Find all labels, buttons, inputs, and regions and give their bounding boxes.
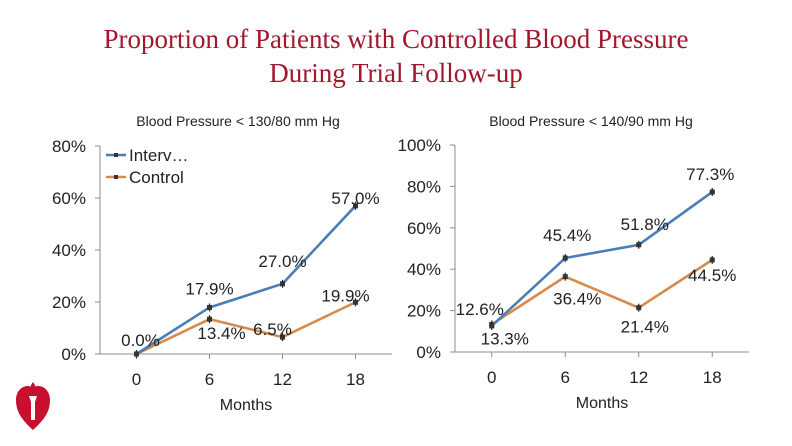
- legend-control-marker: [114, 175, 118, 179]
- right-y-tick-label: 80%: [407, 177, 441, 196]
- left-y-tick-label: 80%: [52, 137, 86, 156]
- right-y-tick-label: 0%: [416, 343, 441, 362]
- left-y-tick-label: 40%: [52, 241, 86, 260]
- right-chart-title: Blood Pressure < 140/90 mm Hg: [489, 113, 693, 129]
- right-x-axis-label: Months: [576, 395, 628, 412]
- left-chart-title: Blood Pressure < 130/80 mm Hg: [136, 113, 340, 129]
- legend-intervention-marker: [114, 153, 118, 157]
- left-control-point: [353, 299, 358, 305]
- right-control-data-label: 36.4%: [553, 290, 601, 309]
- right-intervention-point: [489, 323, 495, 329]
- left-intervention-data-label: 0.0%: [121, 331, 160, 350]
- left-x-axis-label: Months: [220, 397, 272, 414]
- left-intervention-point: [353, 203, 358, 209]
- left-control-point: [280, 334, 285, 340]
- right-y-tick-label: 60%: [407, 219, 441, 238]
- right-y-tick-label: 40%: [407, 260, 441, 279]
- left-y-tick-label: 0%: [61, 345, 86, 364]
- slide-title: Proportion of Patients with Controlled B…: [0, 22, 792, 90]
- right-control-point: [636, 305, 642, 311]
- left-y-tick-label: 20%: [52, 293, 86, 312]
- left-control-data-label: 19.9%: [321, 286, 369, 305]
- left-x-tick-label: 18: [346, 370, 365, 389]
- left-intervention-data-label: 17.9%: [185, 279, 233, 298]
- slide-title-line-1: Proportion of Patients with Controlled B…: [103, 24, 689, 54]
- right-intervention-data-label: 51.8%: [621, 215, 669, 234]
- left-control-data-label: 6.5%: [253, 320, 292, 339]
- right-y-tick-label: 20%: [407, 302, 441, 321]
- right-intervention-point: [562, 255, 568, 261]
- left-intervention-line: [135, 204, 357, 356]
- left-intervention-data-label: 57.0%: [331, 189, 379, 208]
- left-intervention-point: [280, 281, 285, 287]
- right-control-data-label: 13.3%: [481, 329, 529, 348]
- left-x-tick-label: 6: [205, 370, 214, 389]
- left-control-line: [135, 301, 357, 356]
- left-x-tick-label: 12: [273, 370, 292, 389]
- right-control-data-label: 44.5%: [688, 266, 736, 285]
- slide-title-line-2: During Trial Follow-up: [269, 58, 523, 88]
- right-intervention-data-label: 77.3%: [686, 165, 734, 184]
- right-intervention-point: [636, 242, 642, 248]
- left-intervention-point: [134, 351, 139, 357]
- left-intervention-data-label: 27.0%: [258, 252, 306, 271]
- right-x-tick-label: 12: [629, 368, 648, 387]
- left-control-data-label: 13.4%: [197, 324, 245, 343]
- left-x-tick-label: 0: [132, 370, 141, 389]
- left-intervention-point: [207, 304, 212, 310]
- right-control-point: [562, 274, 568, 280]
- right-intervention-line: [490, 190, 714, 327]
- right-control-point: [709, 257, 715, 263]
- right-control-line: [491, 258, 713, 326]
- legend-intervention-label: Interv…: [129, 146, 189, 165]
- left-y-tick-label: 60%: [52, 189, 86, 208]
- right-x-tick-label: 0: [487, 368, 496, 387]
- right-intervention-data-label: 45.4%: [543, 226, 591, 245]
- right-x-tick-label: 6: [561, 368, 570, 387]
- legend-control-label: Control: [129, 168, 184, 187]
- right-intervention-point: [709, 189, 715, 195]
- right-y-tick-label: 100%: [398, 136, 441, 155]
- right-intervention-data-label: 12.6%: [456, 300, 504, 319]
- right-control-data-label: 21.4%: [621, 318, 669, 337]
- heart-torch-logo-icon: [16, 382, 50, 430]
- right-x-tick-label: 18: [703, 368, 722, 387]
- left-control-point: [207, 316, 212, 322]
